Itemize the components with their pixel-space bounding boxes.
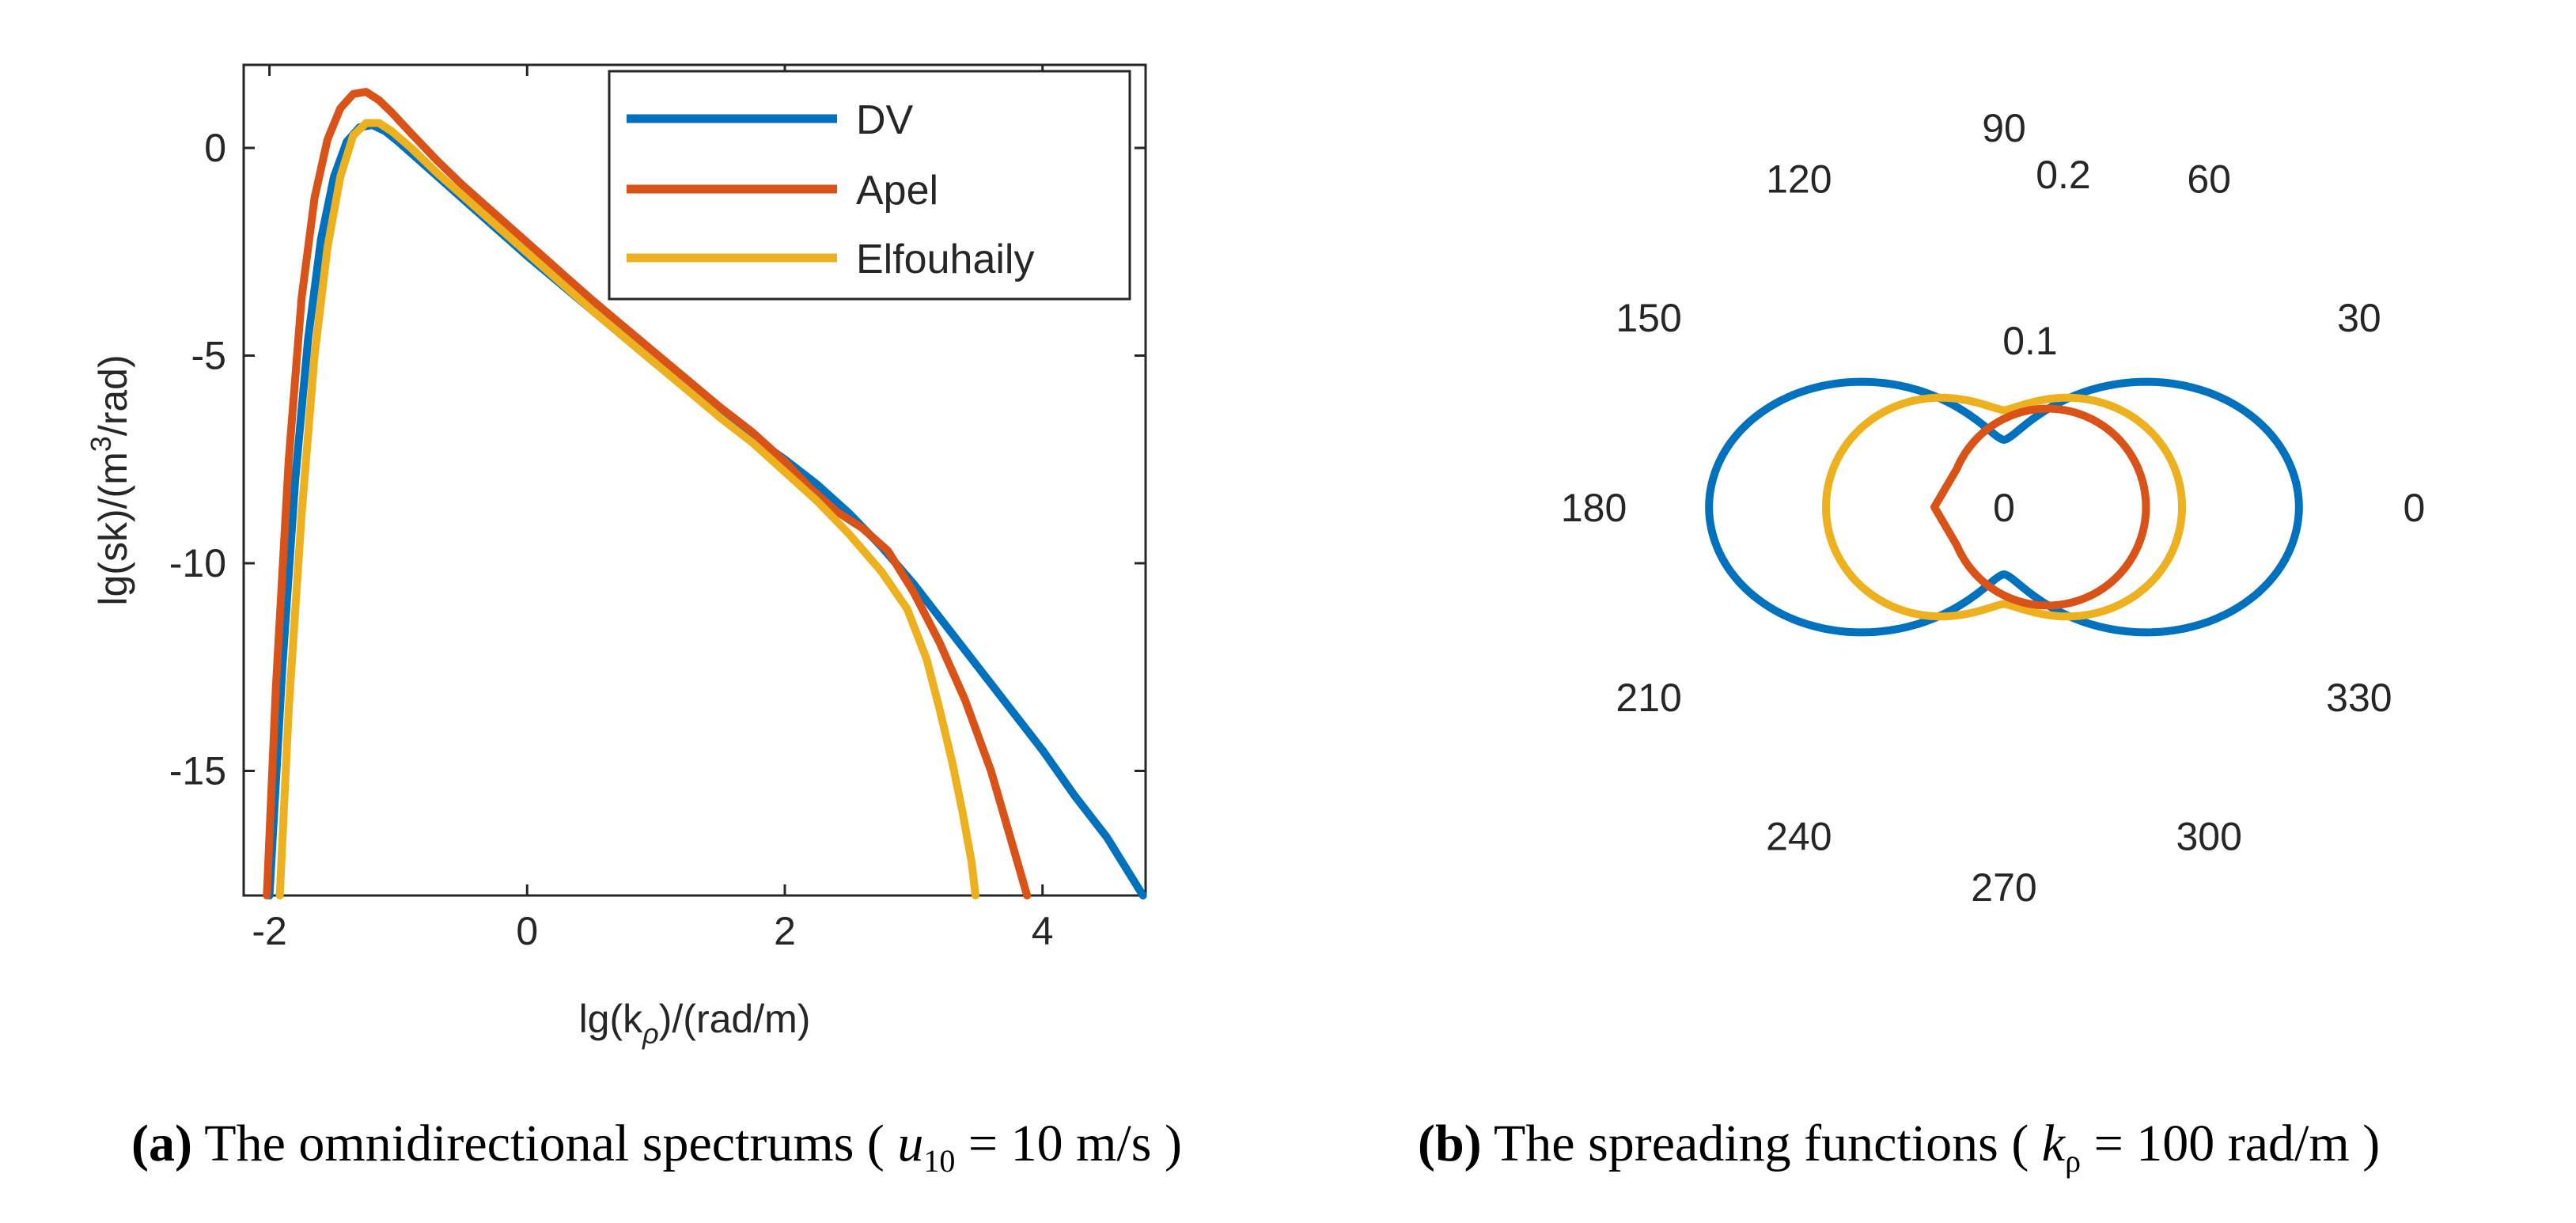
radial-tick-label: 0.1 xyxy=(2002,319,2058,363)
x-tick-label: 4 xyxy=(1032,909,1054,953)
x-axis-label: lg(kρ)/(rad/m) xyxy=(579,997,811,1050)
caption-a-open: ( xyxy=(866,1115,885,1172)
polar-curve-dv xyxy=(1705,377,2303,637)
caption-b-eq: = 100 rad/m xyxy=(2093,1115,2350,1172)
panel-a-omnidirectional-chart: -2 0 2 4 0 -5 -10 -15 lg(kρ)/(rad/m) lg(sk)/(m… xyxy=(85,63,1147,1050)
angle-label-330: 330 xyxy=(2326,676,2392,720)
radial-tick-label: 0.2 xyxy=(2036,153,2091,197)
polar-angle-labels: 90 60 120 30 150 0 180 330 210 300 240 270 xyxy=(1561,106,2425,910)
y-tick-label: -10 xyxy=(169,541,226,585)
angle-label-30: 30 xyxy=(2337,296,2381,340)
legend-label-elfouhaily: Elfouhaily xyxy=(856,237,1034,282)
caption-b-var: k xyxy=(2041,1115,2066,1172)
radial-tick-label: 0 xyxy=(1993,486,2015,530)
caption-b-close: ) xyxy=(2362,1115,2381,1172)
series-line-apel xyxy=(263,88,1032,899)
x-tick-label: -2 xyxy=(252,909,286,953)
caption-b: (b) The spreading functions ( kρ = 100 r… xyxy=(1418,1114,2380,1179)
y-axis-label: lg(sk)/(m3/rad) xyxy=(85,354,135,605)
caption-b-sub: ρ xyxy=(2065,1143,2082,1179)
y-ticks: 0 -5 -10 -15 xyxy=(169,126,1146,793)
caption-a-eq: = 10 m/s xyxy=(968,1115,1152,1172)
y-tick-label: -5 xyxy=(191,334,226,378)
angle-label-0: 0 xyxy=(2403,486,2425,530)
x-ticks: -2 0 2 4 xyxy=(252,65,1054,953)
legend-label-apel: Apel xyxy=(856,168,938,214)
panel-b-polar-chart: 90 60 120 30 150 0 180 330 210 300 240 270 0 0.1 0.2 xyxy=(1561,106,2425,910)
polar-curve-elfouhaily xyxy=(1822,393,2186,621)
series-line-elfouhaily xyxy=(275,119,979,899)
caption-a: (a) The omnidirectional spectrums ( u10 … xyxy=(131,1114,1182,1179)
series-group xyxy=(263,88,1147,899)
caption-a-var: u xyxy=(897,1115,924,1172)
y-tick-label: -15 xyxy=(169,749,226,793)
polar-series-group xyxy=(1705,377,2303,637)
angle-label-240: 240 xyxy=(1766,815,1832,859)
angle-label-180: 180 xyxy=(1561,486,1627,530)
caption-a-text: The omnidirectional spectrums xyxy=(204,1115,854,1172)
x-tick-label: 2 xyxy=(774,909,796,953)
y-tick-label: 0 xyxy=(204,126,226,170)
caption-b-open: ( xyxy=(2011,1115,2029,1172)
x-tick-label: 0 xyxy=(516,909,538,953)
caption-a-sub: 10 xyxy=(923,1143,956,1179)
angle-label-90: 90 xyxy=(1982,106,2026,150)
angle-label-210: 210 xyxy=(1616,676,1681,720)
legend: DV Apel Elfouhaily xyxy=(608,70,1131,301)
angle-label-300: 300 xyxy=(2176,815,2241,859)
angle-label-60: 60 xyxy=(2187,157,2231,201)
angle-label-150: 150 xyxy=(1616,296,1681,340)
polar-curve-apel xyxy=(1930,404,2150,610)
polar-radial-labels: 0 0.1 0.2 xyxy=(1993,153,2091,530)
caption-a-close: ) xyxy=(1164,1115,1182,1172)
angle-label-270: 270 xyxy=(1971,865,2036,910)
angle-label-120: 120 xyxy=(1766,157,1832,201)
caption-b-panel: (b) xyxy=(1418,1115,1482,1172)
caption-a-panel: (a) xyxy=(131,1115,192,1172)
legend-label-dv: DV xyxy=(856,97,914,143)
caption-b-text: The spreading functions xyxy=(1493,1115,1998,1172)
